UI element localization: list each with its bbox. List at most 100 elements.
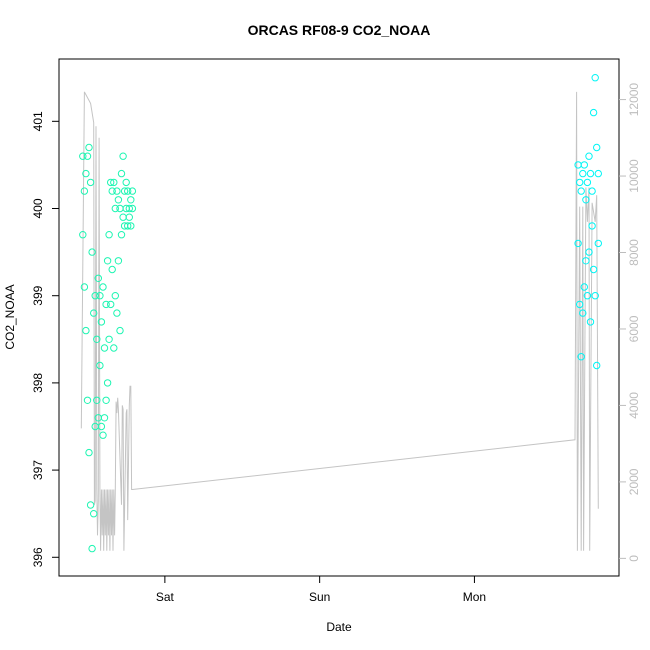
data-point <box>128 204 137 213</box>
data-point <box>82 169 90 178</box>
data-point <box>585 248 593 256</box>
data-point <box>110 178 118 187</box>
data-point <box>82 326 90 335</box>
y2-tick-label: 6000 <box>627 315 641 342</box>
data-point <box>124 187 132 195</box>
data-point <box>79 152 87 160</box>
x-tick-label: Sun <box>309 590 330 604</box>
data-point <box>583 178 592 187</box>
y-axis-right: 0 2000 4000 6000 8000 10000 12000 <box>619 83 641 562</box>
data-point <box>576 178 584 187</box>
data-point <box>591 292 599 300</box>
y-tick-label: 396 <box>31 547 45 567</box>
data-point <box>80 187 89 195</box>
data-point <box>94 274 103 282</box>
data-point <box>83 152 92 160</box>
data-point <box>128 187 137 195</box>
data-point <box>113 309 121 317</box>
data-point <box>125 213 134 221</box>
data-point <box>116 204 124 213</box>
data-point <box>576 300 584 309</box>
data-point <box>589 265 598 274</box>
data-point <box>107 178 115 187</box>
altitude-line <box>80 91 599 551</box>
data-point <box>93 335 101 343</box>
data-point <box>91 292 99 300</box>
data-point <box>107 300 115 309</box>
data-point <box>119 213 127 221</box>
data-point <box>119 152 127 160</box>
data-point <box>90 309 98 317</box>
data-point <box>580 283 588 291</box>
data-point <box>79 231 87 239</box>
data-point <box>586 318 595 326</box>
data-point <box>86 178 95 187</box>
data-point <box>99 431 107 439</box>
data-point <box>579 169 587 178</box>
data-point <box>589 108 598 117</box>
y2-tick-label: 4000 <box>627 392 641 419</box>
plot-frame <box>58 58 620 577</box>
data-point <box>86 501 95 509</box>
data-point <box>588 187 596 195</box>
data-point <box>594 169 602 178</box>
data-point <box>127 196 135 204</box>
data-point <box>99 283 107 291</box>
data-point <box>116 326 124 335</box>
data-point <box>103 379 112 387</box>
data-point <box>93 396 101 404</box>
data-point <box>83 396 92 404</box>
data-point <box>97 422 106 431</box>
data-point <box>591 74 599 82</box>
y2-tick-label: 0 <box>627 555 641 562</box>
data-point <box>124 222 132 230</box>
data-point <box>96 292 104 300</box>
data-point <box>103 257 112 265</box>
data-point <box>108 187 116 195</box>
data-point <box>102 300 110 309</box>
data-point <box>125 204 134 213</box>
data-point <box>117 231 126 239</box>
altitude-layer <box>80 91 599 551</box>
data-point <box>100 414 109 422</box>
data-point <box>127 222 135 230</box>
data-point <box>588 222 596 230</box>
data-point <box>88 544 96 553</box>
data-point <box>90 510 98 518</box>
data-point <box>594 239 602 248</box>
data-point <box>593 361 601 370</box>
data-point <box>105 335 113 343</box>
data-point <box>85 143 93 152</box>
x-axis-label: Date <box>326 620 352 634</box>
data-point <box>577 353 585 361</box>
y-axis-label: CO2_NOAA <box>3 284 17 349</box>
y-tick-label: 401 <box>31 111 45 131</box>
data-point <box>102 396 110 404</box>
y-tick-label: 400 <box>31 198 45 218</box>
data-point <box>100 344 109 352</box>
data-point <box>114 257 123 265</box>
data-point <box>583 292 592 300</box>
data-point <box>120 187 129 195</box>
y2-tick-label: 12000 <box>627 83 641 117</box>
data-point <box>88 248 96 256</box>
data-point <box>574 239 582 248</box>
data-point <box>80 283 89 291</box>
data-point <box>110 344 118 352</box>
data-point <box>586 169 595 178</box>
data-point <box>96 361 104 370</box>
data-point <box>579 309 587 317</box>
y-tick-label: 399 <box>31 285 45 305</box>
x-tick-label: Sat <box>156 590 175 604</box>
data-point <box>577 187 585 195</box>
y-axis-left: 396 397 398 399 400 401 <box>31 111 59 567</box>
y-tick-label: 398 <box>31 373 45 393</box>
data-point <box>582 196 590 204</box>
y2-tick-label: 8000 <box>627 239 641 266</box>
points-layer <box>79 74 602 553</box>
data-point <box>117 169 126 178</box>
data-point <box>97 318 106 326</box>
data-point <box>582 257 590 265</box>
data-point <box>580 161 588 169</box>
